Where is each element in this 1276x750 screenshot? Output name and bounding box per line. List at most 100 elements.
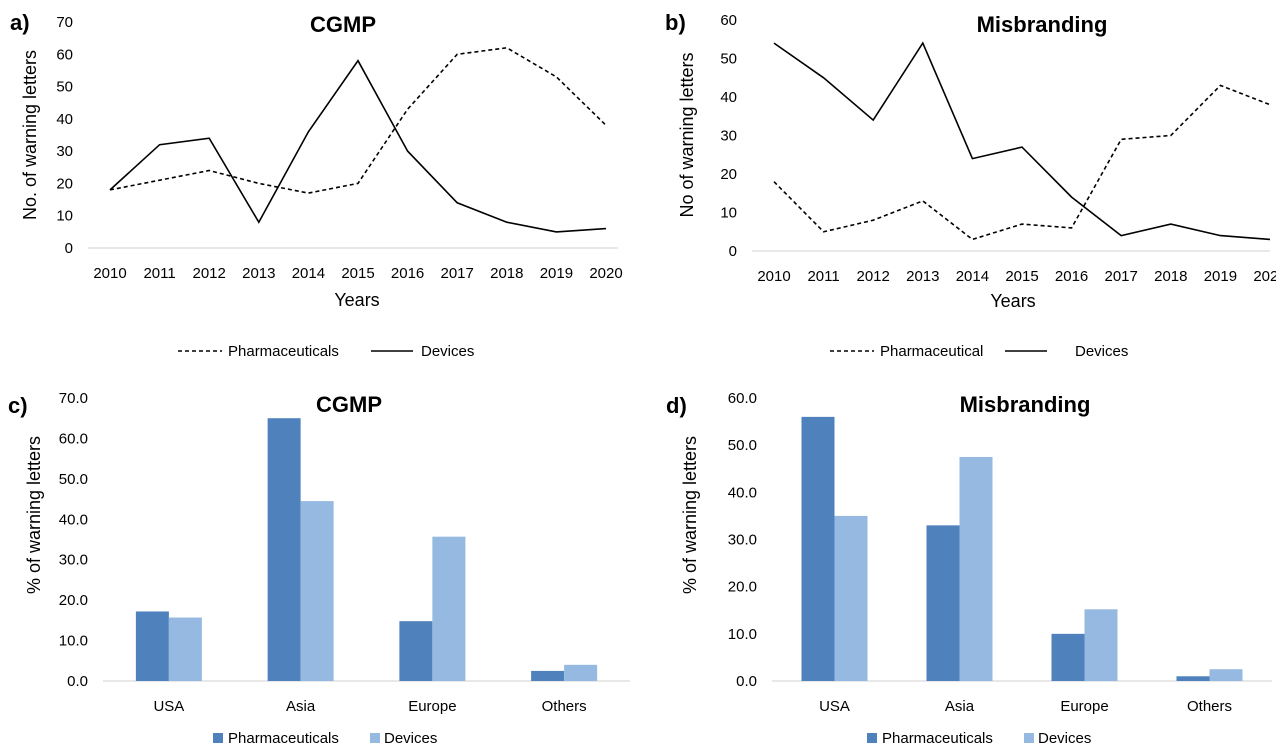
panel-tag: d) — [666, 393, 687, 418]
y-tick-label: 30.0 — [728, 532, 757, 549]
y-axis-label: No of warning letters — [677, 52, 697, 217]
chart-title: Misbranding — [977, 12, 1108, 37]
legend-swatch — [1024, 733, 1034, 743]
y-tick-label: 20.0 — [728, 579, 757, 596]
legend-label: Pharmaceuticals — [882, 730, 993, 747]
y-tick-label: 60.0 — [728, 390, 757, 407]
bar — [834, 515, 868, 681]
x-tick-label: 2010 — [93, 265, 126, 282]
y-tick-label: 50 — [56, 79, 73, 96]
x-tick-label: 2018 — [1154, 268, 1187, 285]
y-tick-label: 10 — [56, 208, 73, 225]
x-tick-label: 2014 — [292, 265, 325, 282]
panel-tag: b) — [665, 10, 686, 35]
y-tick-label: 70 — [56, 14, 73, 31]
y-tick-label: 40.0 — [59, 511, 88, 528]
bar — [300, 501, 334, 681]
chart-title: CGMP — [316, 392, 382, 417]
x-tick-label: USA — [819, 698, 850, 715]
y-tick-label: 0 — [65, 240, 73, 257]
x-tick-label: 2015 — [1005, 268, 1038, 285]
y-tick-label: 30 — [720, 128, 737, 145]
bar — [168, 617, 202, 681]
x-tick-label: Others — [1187, 698, 1232, 715]
bar — [801, 416, 835, 681]
y-axis-label: % of warning letters — [680, 436, 700, 594]
x-tick-label: Others — [542, 698, 587, 715]
x-tick-label: 2012 — [193, 265, 226, 282]
legend-label: Pharmaceuticals — [228, 343, 339, 360]
series-line-1 — [109, 46, 607, 194]
x-tick-label: 2018 — [490, 265, 523, 282]
y-axis-label: No. of warning letters — [20, 50, 40, 220]
x-tick-label: Europe — [408, 698, 456, 715]
panel-tag: a) — [10, 10, 30, 35]
bar — [926, 525, 960, 681]
legend-swatch — [213, 733, 223, 743]
y-tick-label: 10.0 — [59, 633, 88, 650]
bar — [564, 664, 598, 681]
chart-panel-3: c) CGMP 0.0 10.0 20.0 30.0 40.0 50.0 60.0 70.0 % o… — [8, 390, 630, 747]
y-axis-label: % of warning letters — [24, 436, 44, 594]
y-tick-label: 60.0 — [59, 430, 88, 447]
x-tick-label: 2017 — [441, 265, 474, 282]
bar — [432, 536, 466, 681]
legend-label: Devices — [1038, 730, 1091, 747]
legend-label: Pharmaceutical — [880, 343, 983, 360]
y-tick-label: 20 — [720, 166, 737, 183]
y-tick-label: 50.0 — [59, 471, 88, 488]
x-tick-label: 2014 — [956, 268, 989, 285]
legend-label: Devices — [384, 730, 437, 747]
y-tick-label: 0.0 — [736, 673, 757, 690]
chart-panel-1: a) CGMP 0 10 20 30 40 50 60 70 No. of warning lett… — [10, 10, 623, 360]
x-tick-label: 2019 — [540, 265, 573, 282]
y-tick-label: 30 — [56, 143, 73, 160]
legend-swatch — [867, 733, 877, 743]
x-tick-label: 2020 — [589, 265, 622, 282]
x-tick-label: Asia — [945, 698, 975, 715]
bar — [1051, 633, 1085, 681]
x-tick-label: 2012 — [857, 268, 890, 285]
bar — [531, 670, 565, 681]
legend-label: Devices — [1075, 343, 1128, 360]
x-tick-label: 2013 — [242, 265, 275, 282]
x-tick-label: Asia — [286, 698, 316, 715]
panel-tag: c) — [8, 393, 28, 418]
chart-panel-4: d) Misbranding 0.0 10.0 20.0 30.0 40.0 50.0 60.0… — [666, 390, 1272, 747]
y-tick-label: 30.0 — [59, 552, 88, 569]
y-tick-label: 10 — [720, 205, 737, 222]
legend-label: Pharmaceuticals — [228, 730, 339, 747]
series-line-1 — [773, 84, 1271, 241]
y-tick-label: 20 — [56, 175, 73, 192]
x-axis-label: Years — [990, 291, 1035, 311]
bar — [135, 611, 169, 681]
legend-swatch — [370, 733, 380, 743]
y-tick-label: 20.0 — [59, 592, 88, 609]
y-tick-label: 60 — [56, 46, 73, 63]
y-tick-label: 40 — [720, 89, 737, 106]
legend-label: Devices — [421, 343, 474, 360]
y-tick-label: 40.0 — [728, 484, 757, 501]
x-tick-label: 2016 — [391, 265, 424, 282]
x-tick-label: 2011 — [143, 265, 175, 282]
y-tick-label: 0 — [729, 243, 737, 260]
bar — [399, 621, 433, 681]
bar — [1084, 609, 1118, 681]
y-tick-label: 60 — [720, 12, 737, 29]
x-tick-label: 2016 — [1055, 268, 1088, 285]
x-tick-label: 2020 — [1253, 268, 1276, 285]
y-tick-label: 40 — [56, 111, 73, 128]
bar — [959, 456, 993, 681]
chart-panel-2: b) Misbranding 0 10 20 30 40 50 60 No of warning … — [665, 10, 1276, 360]
x-tick-label: 2015 — [341, 265, 374, 282]
series-line-2 — [109, 59, 607, 233]
y-tick-label: 50.0 — [728, 437, 757, 454]
bar — [1209, 669, 1243, 681]
y-tick-label: 50 — [720, 51, 737, 68]
x-tick-label: 2011 — [807, 268, 839, 285]
x-tick-label: 2010 — [757, 268, 790, 285]
x-tick-label: USA — [153, 698, 184, 715]
chart-title: Misbranding — [960, 392, 1091, 417]
x-tick-label: 2013 — [906, 268, 939, 285]
